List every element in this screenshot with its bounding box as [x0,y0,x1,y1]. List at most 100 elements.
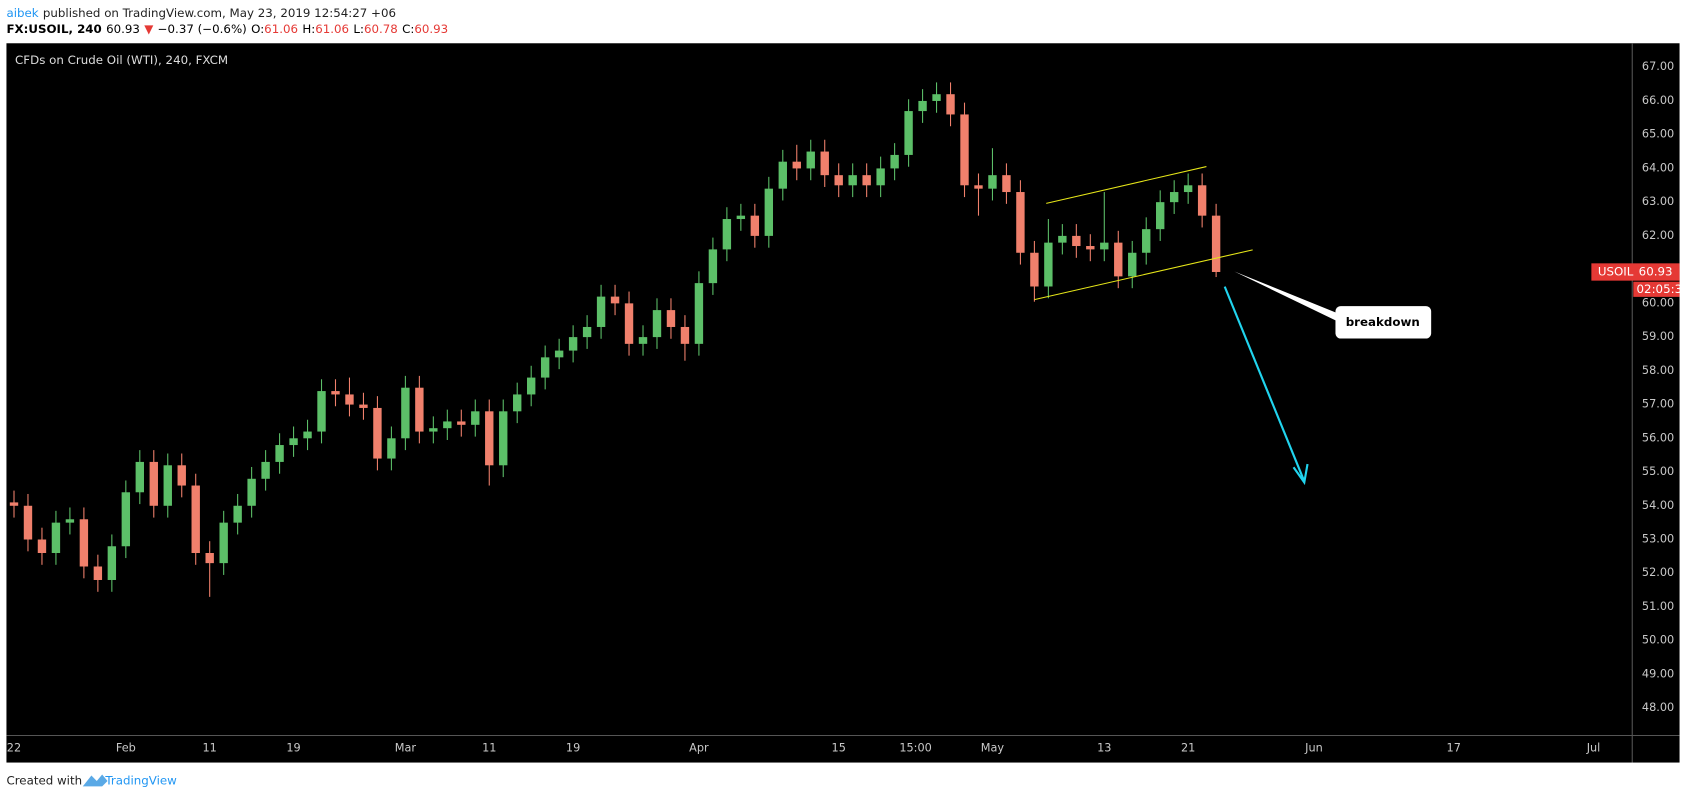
candle-body [345,394,354,405]
candle-body [1030,252,1039,287]
candle-body [988,175,997,189]
candle-body [1044,242,1053,287]
channel-upper [1046,166,1207,204]
y-tick-label: 64.00 [1642,160,1674,174]
y-tick-label: 52.00 [1642,565,1674,579]
candle-body [51,522,61,554]
x-tick-label: 21 [1181,740,1195,754]
candle-body [680,326,690,344]
y-tick-label: 48.00 [1642,700,1674,714]
header-line: aibek published on TradingView.com, May 2… [6,5,396,19]
candle-body [23,505,33,540]
candle-body [806,151,815,169]
candle-body [275,445,284,462]
channel-lower [1034,249,1253,301]
y-tick-label: 57.00 [1642,397,1674,411]
candle-body [261,461,270,479]
candle-body [149,461,158,506]
candle-body [1058,235,1067,243]
price-tag-value: 60.93 [1639,264,1673,278]
candle-body [722,219,732,250]
candle-body [233,505,242,523]
candle-body [205,553,214,564]
candle-body [624,303,634,344]
candle-body [554,350,564,358]
author[interactable]: aibek [6,5,38,19]
candle-body [289,438,298,446]
candle-body [694,283,704,344]
candle-body [9,502,19,506]
o-label: O: [251,22,264,36]
candle-body [1156,202,1165,230]
y-tick-label: 60.00 [1642,295,1674,309]
candle-body [121,492,131,547]
x-tick-label: 11 [203,740,217,754]
candle-body [1114,242,1123,277]
candle-body [387,438,396,459]
candle-body [792,161,801,169]
candle-body [93,566,103,580]
candle-body [219,522,228,564]
x-tick-label: Jun [1304,740,1323,754]
x-tick-label: 15 [832,740,846,754]
x-tick-label: 13 [1097,740,1111,754]
h: 61.06 [315,22,349,36]
l: 60.78 [364,22,398,36]
candle-body [1128,252,1137,277]
x-tick-label: 19 [286,740,300,754]
candle-body [778,161,787,189]
x-tick-label: 11 [482,740,496,754]
y-tick-label: 66.00 [1642,93,1674,107]
candle-body [932,94,941,101]
y-tick-label: 65.00 [1642,127,1674,141]
candle-body [568,337,578,351]
candle-body [652,310,662,338]
candle-body [764,188,774,236]
candle-body [736,215,746,220]
candle-body [415,387,424,432]
candle-body [1142,229,1151,253]
candle-body [1072,235,1081,247]
x-tick-label: Feb [116,740,136,754]
price-tag-symbol: USOIL [1598,264,1634,278]
candles [9,82,1221,597]
y-tick-label: 53.00 [1642,531,1674,545]
footer-created: Created with [6,773,82,787]
footer-brand[interactable]: TradingView [104,773,177,787]
y-tick-label: 58.00 [1642,363,1674,377]
x-tick-label: Apr [689,740,709,754]
callout-box [1335,306,1432,339]
candle-body [918,100,927,112]
l-label: L: [353,22,364,36]
candle-body [471,411,480,425]
c-label: C: [402,22,414,36]
candle-body [303,431,312,439]
candle-body [443,421,452,429]
forecast-arrow [1223,286,1306,482]
candle-body [163,465,172,506]
y-tick-label: 67.00 [1642,59,1674,73]
candle-body [638,337,648,344]
candle-body [890,154,899,169]
x-tick-label: Mar [395,740,417,754]
candle-body [65,519,75,523]
candle-body [499,411,508,466]
y-tick-label: 54.00 [1642,498,1674,512]
x-tick-label: May [981,740,1005,754]
candle-body [373,407,382,459]
logo [82,774,108,787]
candle-body [848,175,857,186]
arrow: ▼ [144,22,154,36]
candle-body [596,296,606,327]
candle-body [708,249,718,284]
y-tick-label: 62.00 [1642,228,1674,242]
candle-body [1183,185,1193,193]
forecast-arrow-head [1292,463,1309,486]
candle-body [834,175,843,186]
y-tick-label: 55.00 [1642,464,1674,478]
ohlc-line: FX:USOIL, 240 60.93 ▼ −0.37 (−0.6%) O:61.06 H… [6,22,448,36]
y-tick-label: 56.00 [1642,430,1674,444]
chart-title: CFDs on Crude Oil (WTI), 240, FXCM [15,53,228,67]
